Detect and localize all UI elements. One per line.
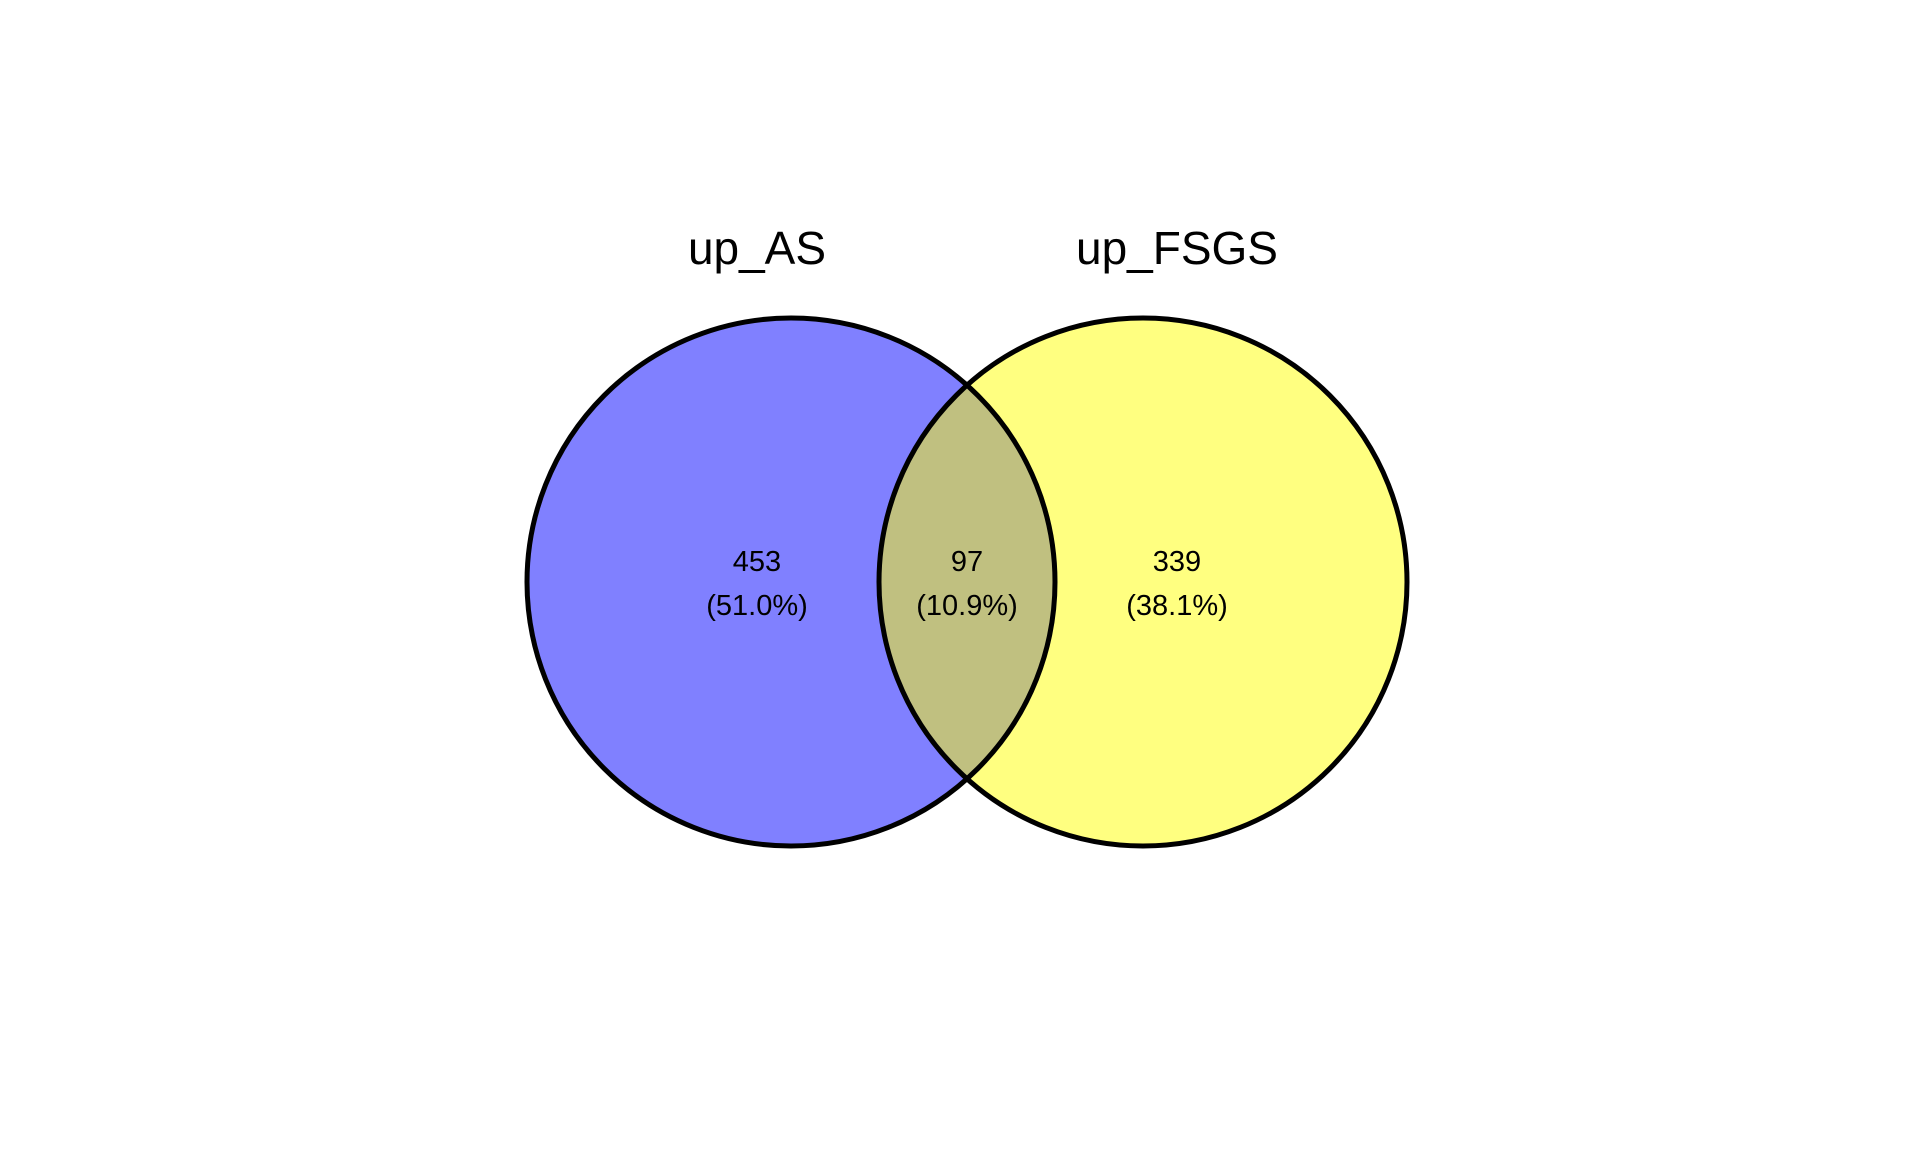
overlap-percent: (10.9%) xyxy=(916,590,1018,622)
set-a-label: up_AS xyxy=(688,222,826,274)
set-a-outline xyxy=(524,315,1058,849)
only-a-count: 453 xyxy=(733,546,781,578)
overlap-region xyxy=(879,318,1055,846)
only-b-count: 339 xyxy=(1153,546,1201,578)
set-b-label: up_FSGS xyxy=(1076,222,1278,274)
only-b-percent: (38.1%) xyxy=(1126,590,1228,622)
only-a-percent: (51.0%) xyxy=(706,590,808,622)
set-b-outline xyxy=(876,315,1410,849)
overlap-count: 97 xyxy=(951,546,983,578)
